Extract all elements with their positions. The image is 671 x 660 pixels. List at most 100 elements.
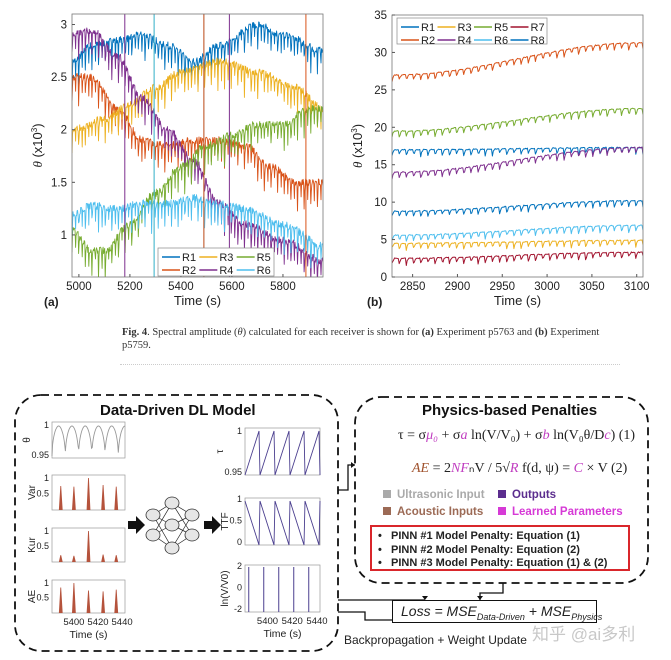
mini-y-tick: 0.5	[36, 541, 49, 551]
pinn-penalties-box: • PINN #1 Model Penalty: Equation (1) • …	[370, 525, 630, 571]
series-line-r5	[72, 104, 323, 277]
signal-spike	[72, 555, 76, 563]
x-tick-label: 3100	[624, 281, 650, 293]
series-line-r7	[392, 251, 643, 266]
chart-b-spectral-amplitude-p5759: 2850 2900 2950 3000 3050 3100 0 5 10 15 20 25 30 35 Ti…	[350, 10, 650, 309]
y-tick-label: 5	[381, 235, 387, 247]
legend-label: R3	[219, 252, 233, 264]
mini-y-tick: 1	[44, 420, 49, 430]
equation-term: σ	[418, 428, 427, 443]
x-tick-label: 3000	[534, 281, 560, 293]
arrow-right-icon	[128, 516, 145, 534]
arrow-right-icon	[204, 516, 221, 534]
legend-item-r3: R3	[437, 22, 472, 34]
equation-term: × V (2)	[582, 461, 628, 476]
loss-sub: Data-Driven	[476, 611, 525, 622]
series-line-r4	[392, 146, 643, 180]
legend-label: R5	[494, 22, 508, 34]
dl-model-box	[14, 394, 339, 652]
x-tick-label: 2850	[400, 281, 426, 293]
y-tick-label: 30	[374, 47, 387, 59]
penalty-text: PINN #1 Model Penalty: Equation (1)	[391, 530, 580, 542]
mini-y-tick: 0.5	[36, 489, 49, 499]
legend-item-r4: R4	[437, 35, 472, 47]
legend-swatch	[383, 507, 391, 515]
output-signal	[244, 500, 321, 546]
penalty-item: • PINN #3 Model Penalty: Equation (1) & …	[378, 557, 628, 571]
mini-y-tick: 1	[237, 494, 242, 504]
bullet: •	[378, 530, 382, 542]
equation-term: ₙV / 5√	[468, 461, 510, 476]
y-axis-label: θ (x103)	[30, 123, 45, 167]
signal-spike	[86, 590, 91, 614]
mini-x-tick: 5400	[63, 617, 84, 628]
bullet: •	[378, 557, 382, 569]
y-label-theta: θ	[350, 161, 365, 168]
x-tick-label: 5200	[117, 281, 143, 293]
panel-label: (a)	[44, 295, 59, 309]
physics-penalties-box	[354, 396, 649, 584]
legend-label: R6	[494, 35, 508, 47]
series-line-r1	[72, 21, 323, 92]
mini-y-tick: 1	[44, 578, 49, 588]
nn-node	[145, 528, 161, 542]
legend-item-r8: R8	[510, 35, 545, 47]
legend-swatch	[498, 507, 506, 515]
caption-b-label: (b)	[534, 327, 548, 338]
equation-1: τ = σμ₀ + σa ln(V/V₀) + σb ln(V₀θ/Dc) (1…	[398, 428, 635, 444]
penalty-text: PINN #3 Model Penalty: Equation (1) & (2…	[391, 557, 608, 569]
x-tick-label: 5000	[66, 281, 92, 293]
y-label-theta: θ	[30, 161, 45, 168]
output-plot-1: 1 0.5 0 TTF	[220, 494, 321, 547]
equation-term: a	[460, 428, 468, 443]
y-tick-label: 25	[374, 85, 387, 97]
signal-spike	[72, 582, 76, 614]
equation-term: ln(V/V₀) + σ	[467, 428, 543, 443]
nn-node	[145, 508, 161, 522]
nn-node	[164, 518, 180, 532]
legend-label: R2	[421, 35, 435, 47]
legend-label: Acoustic Inputs	[397, 506, 484, 518]
legend-label: Ultrasonic Input	[397, 489, 485, 501]
equation-term: AE	[412, 461, 430, 476]
y-tick-label: 0	[381, 272, 387, 284]
series-line-r2	[72, 73, 323, 212]
mini-y-label: AE	[27, 590, 38, 604]
mini-x-tick: 5440	[306, 616, 327, 627]
mini-plot-frame	[244, 497, 321, 546]
chart-a-spectral-amplitude-p5763: 5000 5200 5400 5600 5800 1 1.5 2 2.5 3 Time (s) θ (…	[30, 13, 324, 309]
signal-spike	[86, 530, 91, 563]
equation-term: C	[573, 461, 583, 476]
mini-x-label: Time (s)	[263, 628, 301, 640]
penalty-item: • PINN #1 Model Penalty: Equation (1)	[378, 530, 628, 544]
legend-outputs: Outputs	[498, 489, 556, 501]
equation-term: NF	[451, 461, 469, 476]
bullet: •	[378, 543, 382, 556]
backprop-label: Backpropagation + Weight Update	[344, 633, 527, 647]
equation-term: R	[509, 461, 519, 476]
y-tick-label: 3	[61, 20, 67, 32]
mini-y-label: Kur	[27, 537, 38, 553]
y-tick-label: 1.5	[51, 177, 67, 189]
loss-function-box: Loss = MSEData-Driven + MSEPhysics	[392, 600, 602, 623]
penalty-item: • PINN #2 Model Penalty: Equation (2)	[378, 544, 628, 558]
output-plot-2: 2 0 -2ln(V/V0) 5400 5420 5440 Time (s)	[220, 561, 328, 640]
watermark: 知乎 @ai多利	[532, 625, 636, 644]
mini-y-tick: 0	[237, 583, 242, 593]
x-axis-label: Time (s)	[174, 293, 221, 308]
legend-label: R8	[531, 35, 545, 47]
y-label-end: )	[30, 123, 45, 127]
signal-spike	[58, 555, 63, 563]
signal-spike	[114, 555, 119, 563]
mini-y-label: Var	[27, 484, 38, 499]
x-tick-label: 3050	[579, 281, 605, 293]
equation-term: τ =	[398, 428, 419, 443]
legend-item-r6: R6	[474, 35, 508, 47]
mini-plot-frame	[244, 564, 321, 613]
y-tick-label: 10	[374, 197, 387, 209]
